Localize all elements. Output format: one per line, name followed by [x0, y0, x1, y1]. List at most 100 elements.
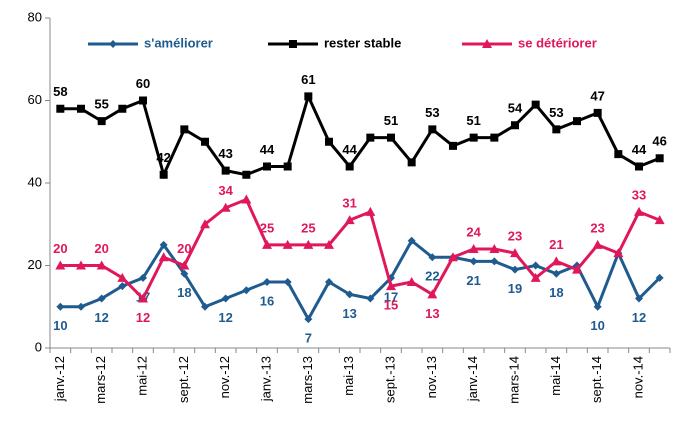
point — [573, 117, 581, 126]
value-label: 16 — [260, 293, 274, 308]
point — [263, 278, 271, 286]
value-label: 33 — [632, 187, 646, 202]
value-label: 25 — [260, 220, 274, 235]
point — [77, 104, 85, 113]
value-label: 18 — [177, 285, 191, 300]
point — [592, 239, 603, 249]
y-tick-label: 60 — [28, 92, 42, 107]
x-tick-label: mai-12 — [134, 356, 149, 396]
value-label: 44 — [632, 142, 647, 157]
point — [96, 260, 107, 270]
point — [407, 158, 416, 167]
point — [511, 265, 519, 274]
point — [469, 133, 478, 142]
point — [511, 121, 519, 130]
value-label: 44 — [260, 142, 275, 157]
value-label: 47 — [590, 88, 604, 103]
point — [387, 133, 395, 142]
point — [283, 278, 292, 286]
point — [289, 40, 297, 48]
value-label: 17 — [384, 289, 398, 304]
value-label: 15 — [384, 298, 398, 313]
value-label: 43 — [218, 146, 232, 161]
point — [613, 248, 624, 258]
point — [117, 272, 128, 282]
legend-label: rester stable — [324, 35, 401, 50]
value-label: 31 — [342, 196, 356, 211]
point — [159, 240, 168, 249]
point — [262, 239, 272, 249]
point — [345, 162, 354, 171]
point — [282, 239, 293, 249]
point — [118, 282, 127, 291]
value-label: 12 — [632, 310, 646, 325]
point — [180, 269, 189, 278]
x-tick-label: janv.-14 — [465, 356, 480, 402]
series-line — [60, 238, 661, 323]
value-label: 20 — [53, 241, 67, 256]
x-tick-label: nov.-14 — [630, 356, 645, 398]
point — [634, 206, 644, 216]
x-tick-label: mars-13 — [300, 356, 315, 404]
point — [221, 166, 230, 175]
value-label: 55 — [94, 97, 108, 112]
point — [572, 264, 582, 274]
point — [655, 273, 664, 282]
point — [77, 302, 85, 311]
point — [449, 141, 457, 150]
point — [201, 302, 209, 311]
value-label: 22 — [425, 269, 439, 284]
point — [109, 40, 117, 48]
x-tick-label: nov.-13 — [424, 356, 439, 398]
point — [406, 277, 417, 286]
point — [242, 286, 251, 295]
point — [366, 294, 375, 303]
point — [593, 302, 602, 311]
value-label: 24 — [466, 224, 481, 239]
point — [386, 281, 396, 291]
point — [428, 253, 437, 262]
point — [614, 150, 623, 159]
point — [469, 257, 478, 266]
point — [655, 154, 664, 163]
point — [97, 117, 106, 126]
value-label: 23 — [508, 229, 522, 244]
value-label: 61 — [301, 72, 315, 87]
y-tick-label: 80 — [28, 9, 42, 24]
point — [552, 269, 561, 278]
point — [531, 261, 540, 270]
x-tick-label: sept.-13 — [382, 356, 397, 403]
point — [139, 273, 147, 282]
y-tick-label: 0 — [35, 339, 42, 354]
value-label: 58 — [53, 84, 67, 99]
point — [97, 294, 106, 303]
point — [56, 104, 65, 113]
point — [482, 39, 492, 48]
y-tick-label: 40 — [28, 174, 42, 189]
x-tick-label: sept.-12 — [176, 356, 191, 403]
point — [139, 96, 147, 105]
value-label: 13 — [342, 306, 356, 321]
value-label: 54 — [508, 101, 523, 116]
point — [489, 244, 500, 253]
value-label: 42 — [156, 150, 170, 165]
point — [593, 108, 602, 117]
value-label: 20 — [94, 241, 108, 256]
point — [510, 248, 520, 258]
value-label: 34 — [218, 183, 233, 198]
value-label: 51 — [466, 113, 480, 128]
value-label: 20 — [177, 241, 191, 256]
point — [220, 202, 231, 212]
value-label: 46 — [652, 134, 666, 149]
value-label: 7 — [305, 331, 312, 346]
x-tick-label: mars-14 — [506, 356, 521, 404]
x-tick-label: janv.-13 — [258, 356, 273, 402]
point — [200, 219, 210, 229]
point — [242, 170, 251, 179]
y-tick-label: 20 — [28, 257, 42, 272]
legend-label: s'améliorer — [144, 35, 213, 50]
point — [365, 206, 376, 216]
point — [325, 278, 333, 286]
legend-label: se détériorer — [518, 35, 597, 50]
value-label: 10 — [53, 318, 67, 333]
